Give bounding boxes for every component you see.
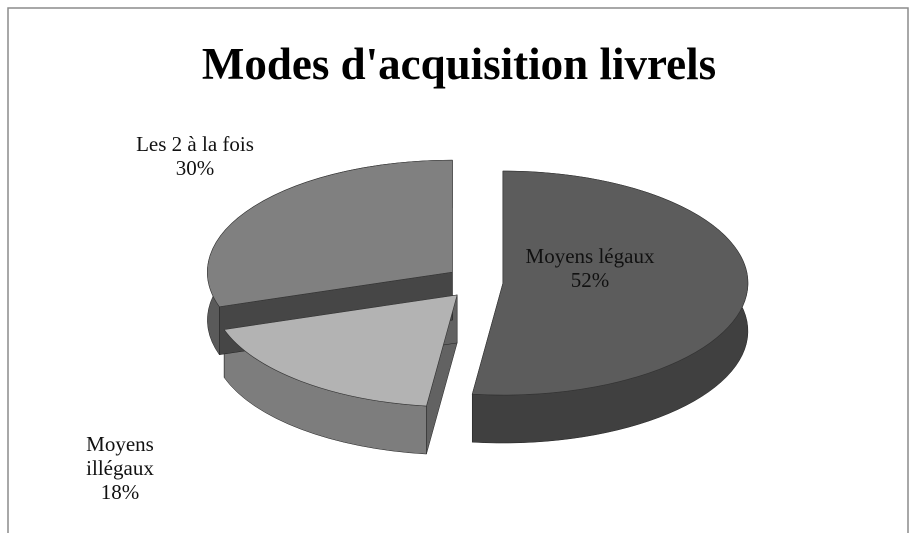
slice-label: Les 2 à la fois 30% [95,132,295,180]
slice-label: Moyens légaux 52% [505,244,675,292]
category-label: Les 2 à la fois [136,132,254,156]
chart-frame [7,7,909,533]
value-label: 18% [100,480,140,504]
slice [471,170,749,396]
category-label: Moyens légaux [525,244,655,268]
chart-title: Modes d'acquisition livrels [201,39,717,89]
slice-label: Moyens illégaux 18% [50,432,190,504]
slice [207,159,453,308]
category-label: Moyens illégaux [86,432,154,480]
value-label: 30% [175,156,215,180]
value-label: 52% [570,268,610,292]
slice [223,294,458,407]
